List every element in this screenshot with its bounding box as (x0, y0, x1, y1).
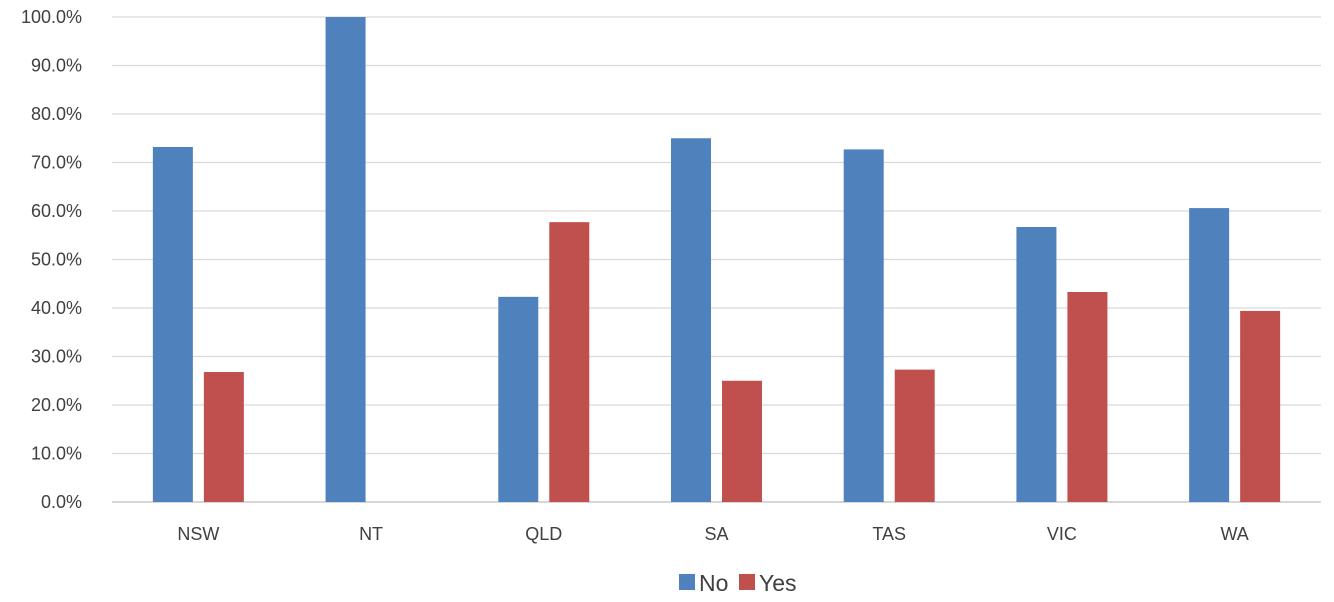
y-tick-label: 70.0% (31, 153, 82, 173)
x-tick-label: QLD (525, 524, 562, 544)
y-tick-label: 50.0% (31, 250, 82, 270)
bar-no-wa (1189, 208, 1230, 502)
bar-yes-nsw (203, 372, 244, 502)
bar-yes-wa (1240, 310, 1281, 502)
x-tick-label: NSW (177, 524, 219, 544)
x-tick-label: SA (704, 524, 728, 544)
gridlines (112, 16, 1321, 503)
x-tick-label: TAS (872, 524, 906, 544)
bar-yes-qld (549, 222, 590, 502)
x-tick-label: WA (1220, 524, 1248, 544)
bar-yes-tas (894, 369, 935, 502)
legend-swatch-no (679, 574, 695, 590)
legend-label-yes: Yes (759, 570, 797, 596)
y-tick-label: 100.0% (21, 7, 82, 27)
y-tick-label: 10.0% (31, 444, 82, 464)
bar-yes-sa (722, 380, 762, 502)
x-axis-tick-labels: NSW NT QLD SA TAS VIC WA (177, 524, 1248, 544)
y-tick-label: 30.0% (31, 347, 82, 367)
legend-label-no: No (699, 570, 728, 596)
y-tick-label: 90.0% (31, 56, 82, 76)
legend: No Yes (679, 570, 797, 596)
bars (152, 17, 1281, 503)
y-tick-label: 20.0% (31, 395, 82, 415)
bar-no-tas (843, 149, 884, 502)
legend-swatch-yes (739, 574, 755, 590)
bar-no-nsw (152, 146, 193, 503)
y-tick-label: 60.0% (31, 201, 82, 221)
y-tick-label: 40.0% (31, 298, 82, 318)
y-axis-tick-labels: 0.0% 10.0% 20.0% 30.0% 40.0% 50.0% 60.0% 70.0% 8… (21, 7, 82, 512)
bar-no-vic (1016, 227, 1057, 502)
x-tick-label: VIC (1047, 524, 1077, 544)
bar-no-nt (325, 17, 366, 502)
bar-no-qld (498, 296, 539, 502)
y-tick-label: 80.0% (31, 104, 82, 124)
y-tick-label: 0.0% (41, 492, 82, 512)
bar-yes-vic (1067, 291, 1108, 502)
x-tick-label: NT (359, 524, 383, 544)
bar-no-sa (671, 138, 711, 502)
